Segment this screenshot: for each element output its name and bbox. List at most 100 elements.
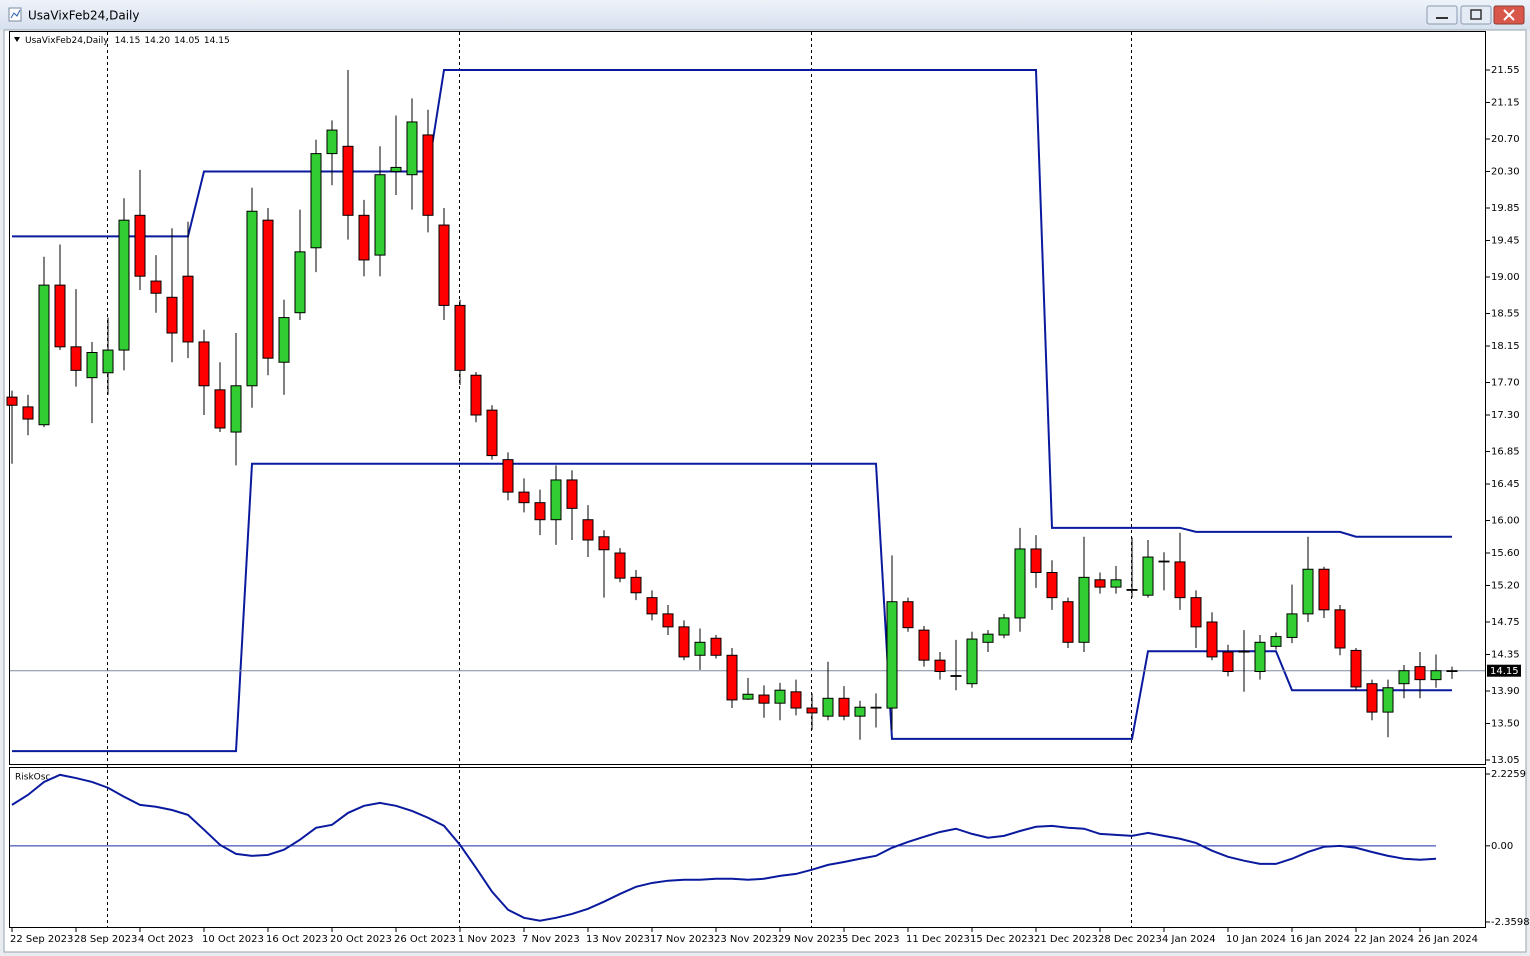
header-high: 14.20 bbox=[144, 36, 170, 46]
y-tick-label: 19.85 bbox=[1491, 203, 1520, 214]
candle-body bbox=[278, 317, 290, 363]
candle-body bbox=[166, 296, 178, 334]
candle-body bbox=[1446, 670, 1458, 673]
period-separators bbox=[107, 32, 1132, 927]
candle-body bbox=[406, 121, 418, 176]
candle-body bbox=[774, 689, 786, 704]
chart-header: UsaVixFeb24,Daily 14.15 14.20 14.05 14.15 bbox=[25, 36, 230, 46]
y-tick-label: 16.45 bbox=[1491, 479, 1520, 490]
x-tick-label: 20 Oct 2023 bbox=[330, 934, 392, 945]
candle-body bbox=[550, 479, 562, 521]
candle-body bbox=[486, 409, 498, 457]
candle-body bbox=[838, 697, 850, 717]
candle-body bbox=[1174, 561, 1186, 599]
x-tick-label: 22 Sep 2023 bbox=[10, 934, 73, 945]
candle-body bbox=[790, 691, 802, 709]
candle-body bbox=[1126, 589, 1138, 591]
candle-body bbox=[470, 374, 482, 416]
y-tick-label: 2.2259 bbox=[1491, 769, 1526, 780]
y-tick-label: 18.15 bbox=[1491, 341, 1520, 352]
last-price-label: 14.15 bbox=[1490, 666, 1519, 677]
candle-body bbox=[1382, 687, 1394, 713]
y-tick-label: 20.70 bbox=[1491, 134, 1520, 145]
candle-body bbox=[1222, 651, 1234, 673]
candle-body bbox=[70, 346, 82, 371]
candle-body bbox=[1158, 560, 1170, 563]
y-tick-label: 16.00 bbox=[1491, 516, 1520, 527]
candle-body bbox=[694, 641, 706, 656]
candle-body bbox=[1030, 548, 1042, 573]
candle-body bbox=[1238, 650, 1250, 653]
candle-body bbox=[358, 214, 370, 261]
y-tick-label: 17.30 bbox=[1491, 410, 1520, 421]
candle-body bbox=[230, 385, 242, 433]
candle-body bbox=[214, 389, 226, 429]
restore-button[interactable] bbox=[1460, 5, 1492, 25]
candle-body bbox=[678, 626, 690, 658]
y-tick-label: -2.3598 bbox=[1491, 917, 1530, 928]
candle-body bbox=[294, 251, 306, 314]
candle-body bbox=[886, 601, 898, 709]
candle-body bbox=[246, 210, 258, 387]
x-tick-label: 21 Dec 2023 bbox=[1034, 934, 1098, 945]
symbol-name: UsaVixFeb24,Daily bbox=[25, 36, 109, 46]
y-tick-label: 14.35 bbox=[1491, 649, 1520, 660]
candle-body bbox=[22, 406, 34, 420]
candle-body bbox=[1286, 613, 1298, 638]
y-tick-label: 18.55 bbox=[1491, 309, 1520, 320]
channel-line bbox=[12, 69, 1452, 538]
candle-body bbox=[54, 284, 66, 348]
candle-body bbox=[1350, 649, 1362, 688]
candle-body bbox=[438, 224, 450, 306]
candle-body bbox=[86, 351, 98, 379]
y-tick-label: 20.30 bbox=[1491, 166, 1520, 177]
candle-body bbox=[1078, 576, 1090, 643]
candle-body bbox=[390, 166, 402, 172]
candle-body bbox=[310, 153, 322, 249]
y-tick-label: 19.00 bbox=[1491, 272, 1520, 283]
candle-body bbox=[646, 597, 658, 615]
candle-body bbox=[102, 349, 114, 374]
minimize-button[interactable] bbox=[1426, 5, 1458, 25]
header-menu-arrow[interactable] bbox=[14, 37, 20, 42]
oscillator-line bbox=[11, 773, 1437, 922]
x-tick-label: 10 Oct 2023 bbox=[202, 934, 264, 945]
candle-body bbox=[1110, 579, 1122, 588]
restore-glyph bbox=[1470, 9, 1482, 20]
candle-body bbox=[198, 341, 210, 387]
x-tick-label: 28 Dec 2023 bbox=[1098, 934, 1162, 945]
candle-body bbox=[1094, 579, 1106, 588]
chart-area bbox=[3, 29, 1527, 953]
candle-body bbox=[1334, 609, 1346, 649]
candle-body bbox=[1398, 670, 1410, 685]
candle-body bbox=[1206, 621, 1218, 658]
candle-body bbox=[6, 396, 18, 406]
candle-body bbox=[1142, 556, 1154, 596]
candle-body bbox=[1046, 571, 1058, 599]
candle-body bbox=[1318, 568, 1330, 611]
x-tick-label: 16 Jan 2024 bbox=[1290, 934, 1350, 945]
close-glyph bbox=[1503, 9, 1515, 21]
y-tick-label: 16.85 bbox=[1491, 447, 1520, 458]
candle-body bbox=[262, 219, 274, 359]
title-bar bbox=[0, 0, 1530, 30]
last-price-box bbox=[1487, 664, 1521, 677]
x-tick-label: 23 Nov 2023 bbox=[714, 934, 778, 945]
candle-body bbox=[374, 174, 386, 256]
candle-body bbox=[822, 697, 834, 717]
x-tick-label: 15 Dec 2023 bbox=[970, 934, 1034, 945]
candle-body bbox=[566, 479, 578, 509]
x-tick-label: 11 Dec 2023 bbox=[906, 934, 970, 945]
y-tick-label: 13.05 bbox=[1491, 755, 1520, 766]
x-tick-label: 17 Nov 2023 bbox=[650, 934, 714, 945]
candle-body bbox=[1062, 601, 1074, 643]
candle-body bbox=[182, 275, 194, 343]
y-tick-label: 15.60 bbox=[1491, 548, 1520, 559]
candle-body bbox=[854, 706, 866, 717]
x-tick-label: 13 Nov 2023 bbox=[586, 934, 650, 945]
header-open: 14.15 bbox=[115, 36, 141, 46]
x-tick-label: 26 Jan 2024 bbox=[1418, 934, 1478, 945]
candle-body bbox=[1302, 568, 1314, 615]
candle-body bbox=[902, 601, 914, 629]
candle-body bbox=[614, 552, 626, 579]
